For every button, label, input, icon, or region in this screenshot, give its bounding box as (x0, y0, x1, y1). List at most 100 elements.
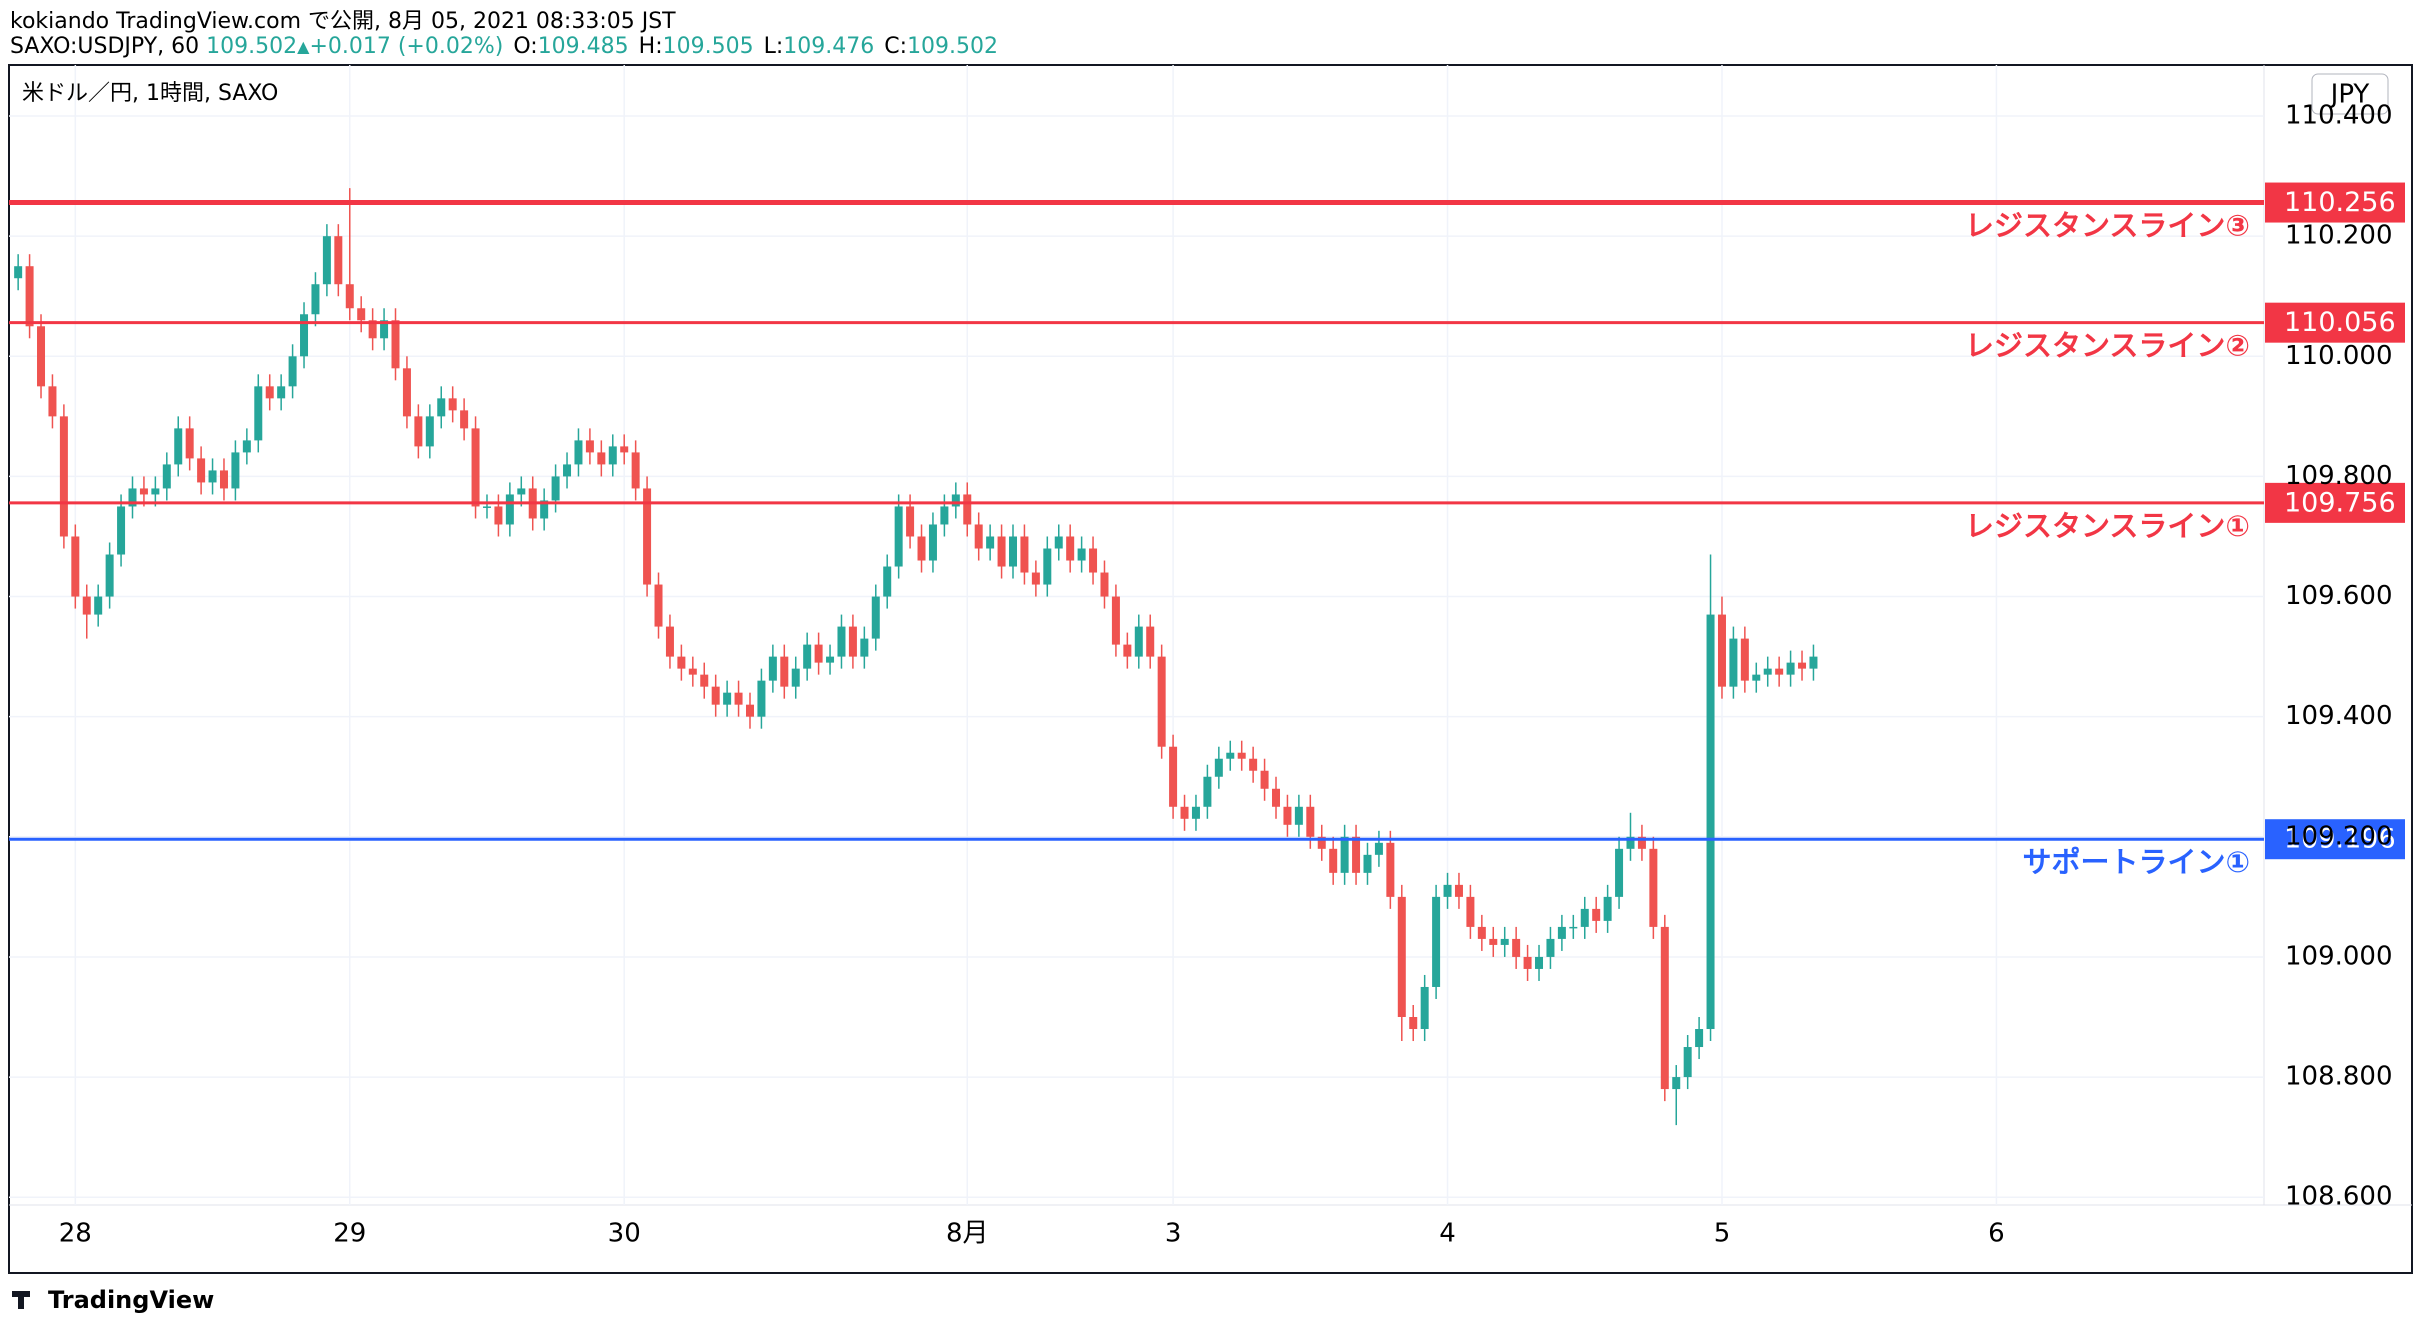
candle-body (551, 476, 560, 501)
ohlc-key: C: (884, 34, 907, 59)
candle-body (1672, 1077, 1681, 1090)
candle-body (1729, 638, 1738, 687)
candle-body (197, 458, 206, 483)
candle-body (1009, 536, 1018, 567)
candle-body (1066, 536, 1075, 561)
brand: TradingView (48, 1286, 214, 1314)
candle-body (1443, 884, 1452, 897)
candle-body (745, 704, 754, 717)
ohlc-key: H: (639, 34, 663, 59)
candle-body (860, 638, 869, 657)
candle-body (917, 536, 926, 561)
candle-body (1157, 656, 1166, 747)
candle-body (448, 398, 457, 411)
line-label: サポートライン① (2022, 845, 2250, 879)
candle-body (1523, 956, 1532, 969)
price-tag-label: 110.256 (2284, 187, 2396, 218)
y-tick-label: 108.600 (2285, 1182, 2393, 1212)
candle-body (1706, 614, 1715, 1030)
candle-body (1569, 926, 1578, 929)
candle-body (1477, 926, 1486, 939)
candle-body (906, 506, 915, 537)
brand-logo (12, 1291, 30, 1309)
candle-body (345, 284, 354, 309)
price-tag (2265, 819, 2405, 860)
candle-body (1226, 752, 1235, 759)
candle-body (1786, 662, 1795, 675)
candle-body (1798, 662, 1807, 669)
x-tick-label: 5 (1714, 1219, 1731, 1249)
candle-body (1031, 572, 1040, 585)
candle-body (1717, 614, 1726, 687)
candle-body (1386, 842, 1395, 897)
candle-body (1592, 908, 1601, 921)
x-tick-label: 3 (1165, 1219, 1182, 1249)
candle-body (1340, 836, 1349, 873)
candle-body (1306, 806, 1315, 837)
candle-body (1317, 836, 1326, 849)
candle-body (1134, 626, 1143, 657)
candle-body (14, 266, 23, 279)
x-tick-label: 6 (1988, 1219, 2005, 1249)
candle-body (471, 428, 480, 507)
candle-body (139, 488, 148, 495)
candle-body (1432, 896, 1441, 987)
candle-body (791, 668, 800, 687)
ohlc-value: 109.485 (538, 34, 629, 59)
candle-body (1466, 896, 1475, 927)
candle-body (162, 464, 171, 489)
candle-body (1683, 1047, 1692, 1078)
candle-body (1294, 806, 1303, 825)
candle-body (1111, 596, 1120, 645)
price-tag (2265, 302, 2405, 343)
candle-body (1660, 926, 1669, 1090)
publisher: kokiando TradingView.com で公開, 8月 05, 202… (10, 9, 676, 34)
candle-body (688, 668, 697, 675)
candle-body (300, 314, 309, 357)
candle-body (631, 452, 640, 489)
candle-body (1409, 1017, 1418, 1030)
candle-body (265, 386, 274, 399)
candle-body (1077, 548, 1086, 561)
candle-body (1420, 986, 1429, 1030)
candle-body (1272, 788, 1281, 807)
candle-body (482, 506, 491, 508)
candle-body (105, 554, 114, 597)
candle-body (322, 236, 331, 285)
candle-body (848, 626, 857, 657)
candle-body (1763, 668, 1772, 675)
candle-body (540, 500, 549, 519)
frame (8, 64, 2413, 1274)
x-tick-label: 29 (333, 1219, 366, 1249)
candle-body (357, 308, 366, 321)
y-tick-label: 109.000 (2285, 941, 2393, 971)
candle-body (1397, 896, 1406, 1018)
candle-body (151, 488, 160, 495)
candle-body (505, 494, 514, 525)
candle-body (928, 524, 937, 561)
candle-body (883, 566, 892, 597)
candle-body (1329, 848, 1338, 873)
candle-body (1249, 758, 1258, 771)
candle-body (997, 536, 1006, 567)
candle-body (1089, 548, 1098, 573)
candle-body (48, 386, 57, 417)
candle-body (585, 440, 594, 453)
candle-body (940, 506, 949, 525)
candle-body (425, 416, 434, 447)
candle-body (974, 524, 983, 549)
candle-body (460, 410, 469, 429)
y-tick-label: 108.800 (2285, 1062, 2393, 1092)
price-tag (2265, 482, 2405, 523)
candle-body (871, 596, 880, 639)
candle-body (1169, 746, 1178, 807)
candle-body (1203, 776, 1212, 807)
candle-body (1214, 758, 1223, 777)
ohlc-value: 109.502 (907, 34, 998, 59)
candle-body (1054, 536, 1063, 549)
ohlc-value: 109.476 (783, 34, 874, 59)
candle-body (620, 446, 629, 453)
candle-body (494, 506, 503, 525)
